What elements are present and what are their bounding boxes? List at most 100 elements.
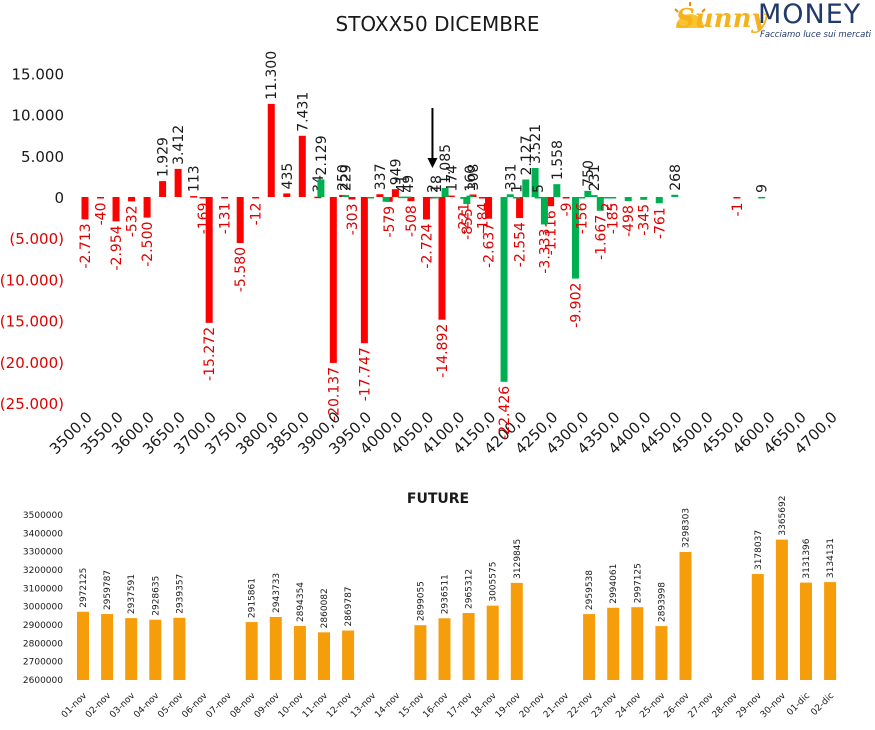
future-bar-value-label: 2869787 bbox=[344, 586, 354, 626]
bar-value-label: -221 bbox=[457, 203, 473, 235]
future-x-tick-label: 24-nov bbox=[614, 691, 644, 721]
red-bar bbox=[236, 197, 244, 243]
green-bar bbox=[500, 197, 508, 382]
y-tick-label: (5.000) bbox=[9, 230, 64, 248]
red-bar bbox=[199, 197, 207, 199]
future-bar-value-label: 2936511 bbox=[441, 574, 451, 614]
future-x-tick-label: 19-nov bbox=[494, 691, 524, 721]
bar-value-label: 2.129 bbox=[314, 135, 330, 175]
bar-value-label: -2.637 bbox=[482, 223, 498, 268]
red-bar bbox=[478, 197, 486, 199]
green-bar bbox=[463, 197, 471, 205]
bar-value-label: -1 bbox=[730, 203, 746, 217]
red-bar bbox=[97, 197, 105, 199]
bar-value-label: -15.272 bbox=[202, 327, 218, 381]
logo-money: MONEY bbox=[758, 0, 862, 30]
future-bar-value-label: 2994061 bbox=[609, 564, 619, 604]
green-bar bbox=[758, 196, 766, 199]
red-bar bbox=[360, 197, 368, 344]
future-bar-value-label: 2939357 bbox=[175, 574, 185, 614]
future-bar-value-label: 2899055 bbox=[416, 581, 426, 621]
red-bar bbox=[221, 197, 229, 199]
future-x-tick-label: 17-nov bbox=[446, 691, 476, 721]
bar-value-label: -156 bbox=[575, 202, 591, 234]
future-x-tick-label: 14-nov bbox=[373, 691, 403, 721]
future-x-tick-label: 25-nov bbox=[638, 691, 668, 721]
bar-value-label: -1.667 bbox=[593, 215, 609, 260]
red-bar bbox=[376, 194, 384, 197]
red-bar bbox=[267, 103, 275, 197]
future-x-tick-label: 04-nov bbox=[132, 691, 162, 721]
red-bar bbox=[174, 168, 182, 197]
green-bar bbox=[522, 179, 530, 197]
future-bar bbox=[77, 611, 89, 680]
red-bar bbox=[407, 197, 415, 202]
bar-value-label: 7.431 bbox=[295, 92, 311, 132]
bar-value-label: 18 bbox=[429, 175, 445, 193]
green-bar bbox=[404, 196, 412, 199]
red-bar bbox=[190, 196, 198, 198]
bar-value-label: 1 bbox=[509, 184, 525, 193]
future-bar bbox=[101, 614, 114, 680]
red-bar bbox=[562, 197, 570, 199]
future-bar-value-label: 2894354 bbox=[296, 582, 306, 622]
bar-value-label: 1.929 bbox=[156, 137, 172, 177]
bar-value-label: -2.954 bbox=[109, 225, 125, 270]
bar-value-label: 435 bbox=[280, 163, 296, 190]
red-bar bbox=[283, 193, 291, 197]
bar-value-label: -9.902 bbox=[568, 283, 584, 328]
future-y-tick-label: 3500000 bbox=[23, 511, 63, 521]
future-x-tick-label: 28-nov bbox=[711, 691, 741, 721]
sun-icon bbox=[674, 2, 706, 28]
green-bar bbox=[596, 197, 604, 211]
future-x-tick-label: 10-nov bbox=[277, 691, 307, 721]
future-bar bbox=[679, 551, 692, 680]
future-x-tick-label: 01-nov bbox=[60, 691, 90, 721]
future-bar bbox=[607, 607, 620, 680]
bar-value-label: -303 bbox=[345, 203, 361, 235]
future-bar bbox=[583, 614, 596, 680]
future-x-tick-label: 22-nov bbox=[566, 691, 596, 721]
future-x-tick-label: 02-dic bbox=[809, 691, 836, 718]
future-x-tick-label: 11-nov bbox=[301, 691, 331, 721]
red-bar bbox=[733, 197, 741, 199]
future-x-tick-label: 12-nov bbox=[325, 691, 355, 721]
future-x-tick-label: 29-nov bbox=[735, 691, 765, 721]
y-tick-label: 0 bbox=[54, 189, 64, 207]
green-bar bbox=[531, 167, 539, 197]
bar-value-label: -2.713 bbox=[78, 223, 94, 268]
y-tick-label: 5.000 bbox=[21, 148, 64, 166]
bar-value-label: 113 bbox=[187, 165, 203, 192]
red-bar bbox=[391, 189, 399, 197]
bar-value-label: -761 bbox=[652, 207, 668, 239]
future-x-tick-label: 09-nov bbox=[253, 691, 283, 721]
future-bar-value-label: 2965312 bbox=[465, 569, 475, 609]
future-bar-value-label: 3131396 bbox=[802, 538, 812, 578]
green-bar bbox=[466, 195, 474, 198]
green-bar bbox=[571, 197, 579, 279]
bar-value-label: -14.892 bbox=[435, 324, 451, 378]
future-bar-value-label: 3134131 bbox=[826, 538, 836, 578]
stoxx50-bar-chart: 15.000 10.000 5.000 0 (5.000) (10.000) (15.000… bbox=[0, 51, 841, 458]
future-y-tick-label: 2700000 bbox=[23, 658, 63, 668]
red-bar bbox=[485, 197, 493, 219]
bar-value-label: 2 bbox=[426, 184, 442, 193]
future-y-tick-label: 2800000 bbox=[23, 639, 63, 649]
future-bar-value-label: 2860082 bbox=[320, 588, 330, 628]
chart-title: STOXX50 DICEMBRE bbox=[335, 12, 540, 36]
future-bar bbox=[438, 618, 451, 680]
red-bar bbox=[422, 197, 430, 220]
green-bar bbox=[540, 197, 548, 225]
green-bar bbox=[506, 194, 514, 197]
sunny-money-logo: Sunny MONEY Facciamo luce sui mercati bbox=[672, 0, 872, 46]
red-bar bbox=[516, 197, 524, 219]
bar-value-label: -185 bbox=[606, 203, 622, 235]
bar-value-label: 308 bbox=[466, 164, 482, 191]
bar-value-label: 949 bbox=[388, 158, 404, 185]
red-bar bbox=[112, 197, 120, 222]
logo-tagline: Facciamo luce sui mercati bbox=[760, 30, 872, 40]
green-bar bbox=[441, 188, 449, 197]
bar-value-label: -20.137 bbox=[326, 367, 342, 421]
bar-value-label: 750 bbox=[581, 160, 597, 187]
